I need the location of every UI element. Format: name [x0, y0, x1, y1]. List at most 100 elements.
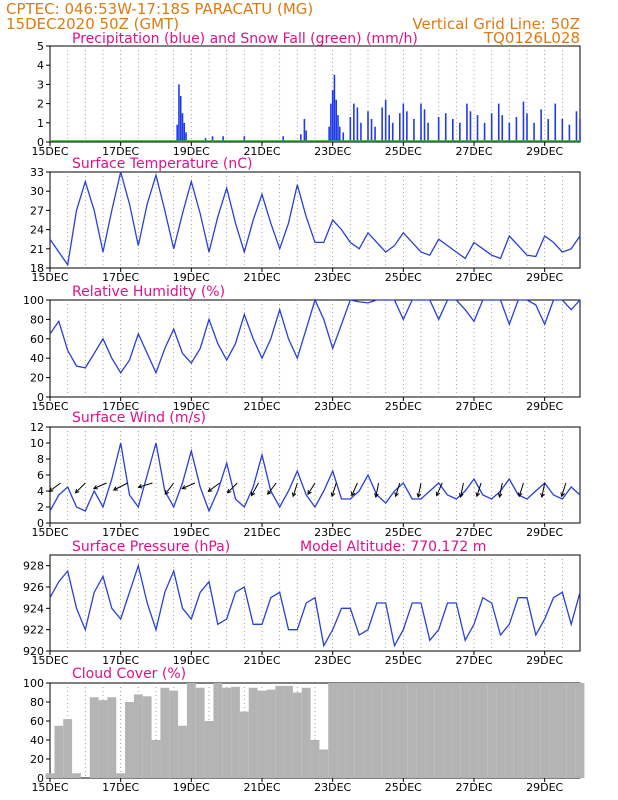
cloud-cover-bar: [178, 725, 187, 778]
cloud-cover-bar: [231, 686, 240, 778]
cloud-cover-bar: [186, 683, 196, 778]
wind-arrow-head: [497, 493, 503, 499]
y-tick-label: 20: [30, 372, 44, 385]
precip-bar: [330, 103, 332, 142]
x-tick-label: 27DEC: [455, 400, 492, 413]
precip-bar: [338, 126, 341, 142]
x-tick-label: 23DEC: [314, 654, 351, 667]
wind-arrow: [395, 482, 401, 497]
cloud-cover-bar: [133, 694, 143, 778]
x-tick-label: 15DEC: [31, 400, 68, 413]
y-tick-label: 2: [37, 501, 44, 514]
wind-arrow-head: [416, 493, 422, 499]
precip-bar: [282, 136, 284, 142]
precip-bar: [533, 122, 535, 142]
x-tick-label: 23DEC: [314, 271, 351, 284]
wind-arrow: [227, 482, 238, 494]
precip-bar: [183, 122, 186, 142]
precip-bar: [423, 109, 426, 142]
x-tick-label: 15DEC: [31, 781, 68, 794]
y-tick-label: 920: [23, 645, 44, 658]
precip-bar: [526, 113, 528, 142]
cloud-cover-bar: [319, 749, 329, 778]
cloud-cover-bar: [292, 692, 302, 778]
precip-bar: [469, 111, 472, 142]
x-tick-label: 21DEC: [243, 781, 280, 794]
cloud-cover-bar: [45, 773, 55, 778]
humidity-title: Relative Humidity (%): [72, 284, 225, 300]
cloud-cover-bar: [434, 683, 444, 778]
cloud-cover-bar: [213, 683, 223, 778]
wind-arrow-head: [112, 486, 118, 491]
precip-bar: [444, 113, 447, 142]
y-tick-label: 80: [30, 313, 44, 326]
cloud-cover-bar: [416, 683, 426, 778]
wind-arrow-head: [164, 490, 170, 496]
x-tick-label: 15DEC: [31, 526, 68, 539]
cloud-cover-bar: [337, 683, 346, 778]
cloud-cover-bar: [54, 725, 64, 778]
wind-arrow: [208, 482, 220, 492]
wind-arrow-head: [560, 492, 565, 498]
temperature-title: Surface Temperature (nC): [72, 156, 253, 172]
wind-arrow-head: [92, 485, 98, 490]
wind-arrow: [164, 482, 175, 495]
precip-bar: [349, 117, 352, 142]
y-tick-label: 4: [37, 59, 44, 72]
humidity-panel: 15DEC 17DEC 19DEC 21DEC 23DEC 25DEC 27DEC 29DEC…: [23, 294, 581, 413]
precip-bar: [333, 74, 336, 142]
precip-bar: [490, 113, 493, 142]
wind-arrow-head: [475, 492, 481, 498]
precip-bar: [501, 115, 504, 142]
y-tick-label: 10: [30, 437, 44, 450]
precip-bar: [452, 118, 454, 142]
precip-bar: [483, 122, 486, 142]
precip-bar: [497, 103, 500, 142]
x-tick-label: 17DEC: [102, 654, 139, 667]
cloud-cover-bar: [98, 700, 108, 778]
y-tick-label: 60: [30, 333, 44, 346]
precip-bar: [522, 101, 525, 142]
precip-bar: [437, 117, 440, 142]
y-tick-label: 30: [30, 185, 44, 198]
y-tick-label: 1: [37, 117, 44, 130]
precip-bar: [476, 115, 479, 142]
wind-arrow-head: [181, 485, 187, 490]
wind-arrow: [292, 482, 298, 497]
y-tick-label: 0: [37, 772, 44, 785]
cloud-cover-bar: [275, 685, 285, 778]
y-tick-label: 0: [37, 136, 44, 149]
precip-bar: [399, 113, 401, 142]
header-run-time: 15DEC2020 50Z (GMT): [6, 15, 179, 33]
cloud-cover-bar: [460, 683, 470, 778]
precipitation-title: Precipitation (blue) and Snow Fall (gree…: [72, 31, 418, 47]
x-tick-label: 29DEC: [526, 145, 563, 158]
y-tick-label: 2: [37, 98, 44, 111]
precip-bar: [391, 122, 394, 142]
x-tick-label: 21DEC: [243, 654, 280, 667]
wind-arrow-head: [250, 491, 256, 497]
cloud-cover-bar: [248, 687, 258, 778]
precip-bar: [300, 134, 302, 142]
wind-arrow-head: [307, 490, 312, 496]
x-tick-label: 21DEC: [243, 271, 280, 284]
wind-arrow-head: [226, 488, 232, 494]
precip-bar: [176, 124, 178, 142]
wind-arrow-head: [330, 492, 336, 498]
precip-bar: [466, 103, 468, 142]
y-tick-label: 21: [30, 243, 44, 256]
wind-arrow: [138, 482, 153, 488]
cloud-cover-bar: [195, 687, 205, 778]
x-tick-label: 15DEC: [31, 654, 68, 667]
x-tick-label: 17DEC: [102, 526, 139, 539]
precip-bar: [402, 103, 405, 142]
wind-arrow: [476, 482, 482, 497]
cloud-cover-bar: [116, 773, 126, 778]
wind-arrow: [518, 482, 524, 497]
x-tick-label: 29DEC: [526, 400, 563, 413]
precip-bar: [406, 111, 408, 142]
x-tick-label: 27DEC: [455, 271, 492, 284]
y-tick-label: 60: [30, 715, 44, 728]
cloud-cover-bar: [390, 683, 399, 778]
pressure-title: Surface Pressure (hPa): [72, 539, 230, 555]
